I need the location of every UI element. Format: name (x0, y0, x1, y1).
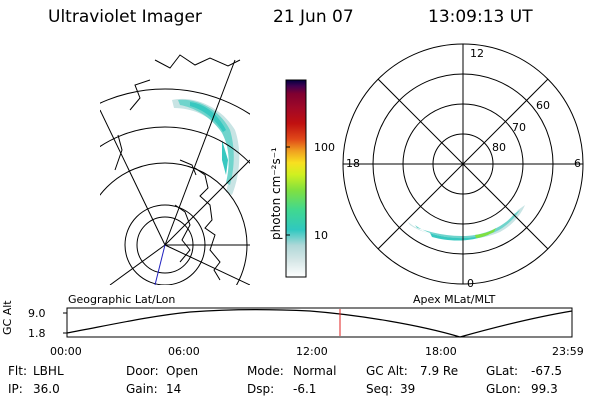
timeline-xtick-2359: 23:59 (552, 345, 584, 358)
gc-altitude-curve (66, 309, 573, 338)
gain-value: 14 (166, 382, 182, 396)
apex-panel-label: Apex MLat/MLT (413, 293, 496, 306)
aurora-emission-apex (408, 205, 525, 241)
mlt-label-18: 18 (346, 157, 360, 170)
geographic-panel-label: Geographic Lat/Lon (68, 293, 176, 306)
mlat-label-80: 80 (492, 141, 506, 154)
mode-label: Mode: (247, 364, 284, 378)
timeline-ylabel: GC Alt (1, 300, 14, 335)
colorbar (285, 79, 307, 278)
timeline-xtick-18: 18:00 (425, 345, 457, 358)
dsp-value: -6.1 (293, 382, 317, 396)
timeline-ytick-1-8: 1.8 (28, 327, 46, 340)
spacecraft-pointing-line (154, 244, 166, 286)
aurora-emission-geo (172, 98, 240, 195)
mlt-label-0: 0 (467, 277, 474, 290)
timeline-xtick-12: 12:00 (296, 345, 328, 358)
instrument-title: Ultraviolet Imager (48, 7, 202, 27)
filter-value: LBHL (33, 364, 64, 378)
dsp-label: Dsp: (247, 382, 275, 396)
filter-label: Flt: (8, 364, 27, 378)
ip-value: 36.0 (33, 382, 60, 396)
timeline-xtick-06: 06:00 (168, 345, 200, 358)
gain-label: Gain: (126, 382, 158, 396)
timeline-ytick-9: 9.0 (28, 307, 46, 320)
gcalt-value: 7.9 Re (420, 364, 459, 378)
glon-label: GLon: (486, 382, 521, 396)
mlt-label-6: 6 (574, 157, 581, 170)
mlat-label-70: 70 (512, 121, 526, 134)
mlat-label-60: 60 (536, 99, 550, 112)
glat-value: -67.5 (531, 364, 563, 378)
seq-value: 39 (400, 382, 416, 396)
time-label: 13:09:13 UT (428, 7, 533, 27)
glon-value: 99.3 (531, 382, 558, 396)
date-label: 21 Jun 07 (273, 7, 354, 27)
colorbar-tick-10: 10 (314, 229, 328, 242)
mode-value: Normal (293, 364, 337, 378)
glat-label: GLat: (486, 364, 519, 378)
colorbar-tick-100: 100 (314, 141, 335, 154)
seq-label: Seq: (366, 382, 393, 396)
ip-label: IP: (8, 382, 23, 396)
gcalt-label: GC Alt: (366, 364, 408, 378)
door-label: Door: (126, 364, 159, 378)
mlt-label-12: 12 (470, 47, 484, 60)
timeline-xtick-00: 00:00 (50, 345, 82, 358)
door-value: Open (166, 364, 199, 378)
